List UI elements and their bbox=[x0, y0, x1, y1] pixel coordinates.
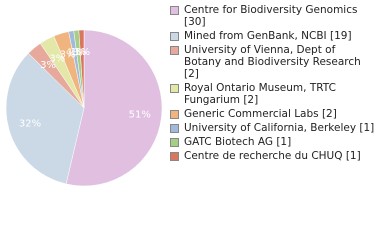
legend-swatch bbox=[170, 84, 179, 93]
legend-swatch bbox=[170, 6, 179, 15]
legend-entry: Centre de recherche du CHUQ [1] bbox=[170, 150, 375, 162]
legend-entry: Mined from GenBank, NCBI [19] bbox=[170, 30, 375, 42]
slice-label: 32% bbox=[19, 119, 41, 130]
slice-label: 1% bbox=[67, 48, 83, 59]
pie-slice bbox=[78, 29, 85, 109]
legend-swatch bbox=[170, 124, 179, 133]
slice-label: 3% bbox=[40, 60, 56, 71]
legend-entry: GATC Biotech AG [1] bbox=[170, 136, 375, 148]
pie-slice bbox=[65, 29, 163, 187]
legend-swatch bbox=[170, 32, 179, 41]
legend-label: Centre for Biodiversity Genomics [30] bbox=[184, 4, 358, 28]
legend-label: Mined from GenBank, NCBI [19] bbox=[184, 30, 352, 42]
legend-swatch bbox=[170, 46, 179, 55]
legend: Centre for Biodiversity Genomics [30] Min… bbox=[170, 4, 375, 164]
legend-entry: University of Vienna, Dept of Botany and… bbox=[170, 44, 375, 80]
pie-slice bbox=[5, 52, 85, 185]
legend-entry: Centre for Biodiversity Genomics [30] bbox=[170, 4, 375, 28]
legend-label: University of California, Berkeley [1] bbox=[184, 122, 375, 134]
slice-label: 1% bbox=[71, 47, 87, 58]
legend-label: Generic Commercial Labs [2] bbox=[184, 108, 337, 120]
slice-label: 1% bbox=[74, 47, 90, 58]
legend-swatch bbox=[170, 152, 179, 161]
slice-label: 51% bbox=[129, 109, 151, 120]
chart: 51%32%3%3%3%1%1%1% bbox=[5, 29, 163, 187]
legend-label: Royal Ontario Museum, TRTC Fungarium [2] bbox=[184, 82, 336, 106]
legend-entry: Generic Commercial Labs [2] bbox=[170, 108, 375, 120]
legend-swatch bbox=[170, 138, 179, 147]
legend-label: GATC Biotech AG [1] bbox=[184, 136, 292, 148]
legend-swatch bbox=[170, 110, 179, 119]
slice-label: 3% bbox=[49, 54, 65, 65]
legend-label: Centre de recherche du CHUQ [1] bbox=[184, 150, 361, 162]
legend-label: University of Vienna, Dept of Botany and… bbox=[184, 44, 361, 80]
legend-entry: University of California, Berkeley [1] bbox=[170, 122, 375, 134]
slice-label: 3% bbox=[60, 49, 76, 60]
legend-entry: Royal Ontario Museum, TRTC Fungarium [2] bbox=[170, 82, 375, 106]
